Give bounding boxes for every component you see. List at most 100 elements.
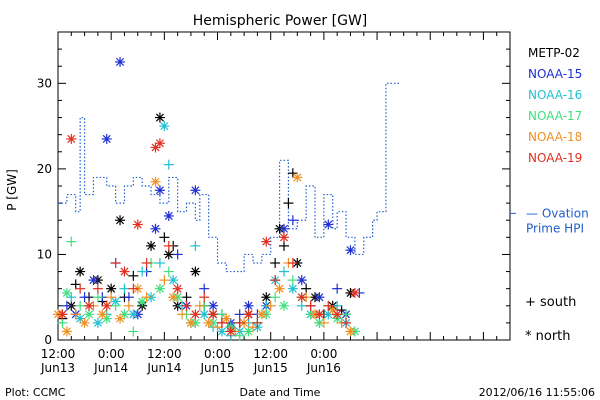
north-marker bbox=[314, 292, 325, 303]
south-marker bbox=[110, 258, 121, 268]
marker-stroke bbox=[293, 173, 302, 182]
x-axis: 12:00Jun130:00Jun1412:00Jun140:00Jun1512… bbox=[40, 32, 511, 375]
north-marker bbox=[216, 326, 227, 337]
x-tick-label-time: 0:00 bbox=[204, 347, 231, 361]
north-marker bbox=[57, 309, 68, 320]
north-marker bbox=[221, 313, 232, 324]
north-marker bbox=[150, 223, 161, 234]
north-marker bbox=[159, 121, 170, 132]
north-marker bbox=[256, 309, 267, 320]
south-marker bbox=[70, 279, 81, 290]
marker-stroke bbox=[244, 327, 253, 336]
south-marker bbox=[216, 317, 227, 328]
south-marker bbox=[172, 249, 183, 260]
marker-stroke bbox=[155, 139, 164, 148]
south-marker bbox=[270, 292, 281, 303]
north-marker bbox=[190, 309, 201, 320]
south-marker bbox=[70, 309, 81, 320]
south-marker bbox=[79, 292, 90, 303]
south-marker bbox=[341, 309, 352, 320]
marker-stroke bbox=[169, 276, 178, 285]
north-marker bbox=[279, 300, 289, 311]
marker-stroke bbox=[191, 267, 200, 276]
north-marker bbox=[97, 309, 108, 320]
north-marker bbox=[154, 185, 165, 196]
marker-stroke bbox=[120, 267, 129, 276]
north-marker bbox=[243, 309, 254, 320]
marker-stroke bbox=[244, 310, 253, 319]
marker-stroke bbox=[350, 288, 359, 297]
marker-stroke bbox=[151, 224, 160, 233]
marker-stroke bbox=[67, 134, 76, 143]
north-marker bbox=[279, 223, 289, 234]
north-marker bbox=[84, 309, 95, 320]
marker-stroke bbox=[164, 250, 173, 259]
marker-stroke bbox=[76, 314, 85, 323]
north-marker bbox=[203, 317, 214, 328]
north-marker bbox=[287, 283, 298, 294]
marker-key-entry: * north bbox=[525, 329, 571, 344]
north-marker bbox=[296, 292, 307, 303]
south-marker bbox=[279, 266, 289, 277]
south-marker bbox=[296, 300, 307, 311]
legend: METP-02 NOAA-15 NOAA-16 NOAA-17 NOAA-18 NOAA-… bbox=[510, 46, 589, 235]
south-marker bbox=[287, 258, 298, 268]
south-marker bbox=[119, 283, 130, 294]
south-marker bbox=[283, 198, 294, 209]
south-marker bbox=[199, 292, 210, 303]
south-marker bbox=[141, 292, 152, 303]
marker-stroke bbox=[204, 318, 213, 327]
marker-stroke bbox=[297, 276, 306, 285]
north-marker bbox=[84, 300, 95, 311]
south-marker bbox=[177, 309, 188, 320]
south-marker bbox=[247, 322, 258, 333]
marker-stroke bbox=[76, 267, 85, 276]
south-marker bbox=[318, 317, 329, 328]
north-marker bbox=[274, 283, 285, 294]
marker-stroke bbox=[169, 293, 178, 302]
north-marker bbox=[225, 326, 236, 337]
south-marker bbox=[159, 275, 170, 286]
legend-entry: NOAA-15 bbox=[528, 67, 582, 81]
south-marker bbox=[287, 275, 298, 286]
legend-entry-hpi-line2: Prime HPI bbox=[526, 221, 584, 235]
south-marker bbox=[123, 300, 134, 311]
south-marker bbox=[92, 292, 103, 303]
x-tick-label-date: Jun15 bbox=[200, 361, 235, 375]
north-marker bbox=[154, 283, 165, 294]
marker-stroke bbox=[297, 293, 306, 302]
x-tick-label-time: 0:00 bbox=[98, 347, 125, 361]
marker-stroke bbox=[257, 310, 266, 319]
north-marker bbox=[190, 185, 201, 196]
x-tick-label-date: Jun14 bbox=[93, 361, 128, 375]
legend-entry: NOAA-19 bbox=[528, 151, 582, 165]
south-marker bbox=[92, 283, 103, 294]
north-marker bbox=[66, 133, 77, 144]
south-marker bbox=[332, 300, 343, 311]
marker-stroke bbox=[138, 297, 147, 306]
south-marker bbox=[75, 300, 86, 311]
south-marker bbox=[216, 309, 227, 320]
south-marker bbox=[110, 300, 121, 311]
y-axis-label: P [GW] bbox=[5, 169, 19, 211]
marker-stroke bbox=[62, 288, 71, 297]
footer-timestamp: 2012/06/16 11:55:06 bbox=[479, 386, 595, 399]
north-marker bbox=[115, 56, 126, 67]
south-marker bbox=[270, 275, 281, 286]
marker-stroke bbox=[116, 314, 125, 323]
hpi-line bbox=[58, 82, 401, 273]
south-marker bbox=[66, 292, 77, 303]
south-marker bbox=[75, 283, 86, 294]
marker-stroke bbox=[315, 310, 324, 319]
south-marker bbox=[234, 317, 245, 328]
south-marker bbox=[301, 283, 312, 294]
north-marker bbox=[128, 309, 139, 320]
south-marker bbox=[123, 292, 134, 303]
marker-stroke bbox=[116, 57, 125, 66]
marker-stroke bbox=[116, 216, 125, 225]
south-marker bbox=[234, 330, 245, 341]
marker-stroke bbox=[217, 327, 226, 336]
marker-stroke bbox=[333, 310, 342, 319]
marker-stroke bbox=[164, 211, 173, 220]
